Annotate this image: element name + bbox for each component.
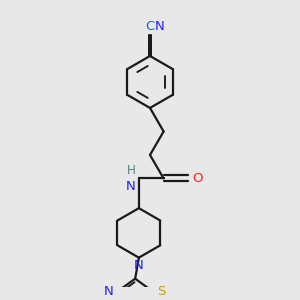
Text: H: H <box>127 164 136 177</box>
Text: N: N <box>103 285 113 298</box>
Text: O: O <box>192 172 202 185</box>
Text: C: C <box>146 20 154 33</box>
Text: N: N <box>154 20 164 33</box>
Text: N: N <box>126 180 136 193</box>
Text: N: N <box>134 259 144 272</box>
Text: S: S <box>157 285 166 298</box>
